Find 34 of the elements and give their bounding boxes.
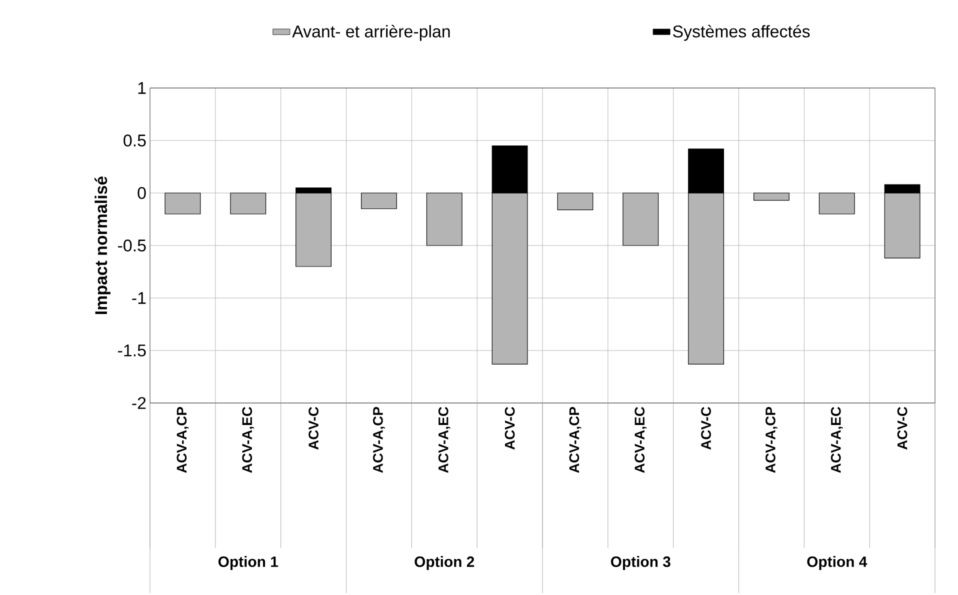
x-tick-label: ACV-A,CP bbox=[176, 407, 189, 473]
x-tick-label: ACV-C bbox=[897, 406, 908, 450]
x-tick-label: ACV-C bbox=[308, 406, 318, 450]
bar bbox=[361, 192, 397, 210]
text: Option 4 bbox=[807, 556, 868, 570]
bar bbox=[426, 192, 462, 246]
x-tick-label: ACV-A,CP bbox=[766, 407, 778, 473]
x-tick-label: ACV-A,CP bbox=[569, 407, 582, 473]
x-tick-label: ACV-C bbox=[701, 406, 711, 450]
x-tick-label: ACV-A,EC bbox=[830, 406, 843, 473]
text: Option 3 bbox=[610, 556, 670, 570]
bar bbox=[754, 192, 790, 201]
y-tick-label: 0.5 bbox=[124, 134, 146, 146]
x-tick-label: ACV-A,CP bbox=[373, 407, 385, 473]
legend-label: Avant- et arrière-plan bbox=[292, 24, 450, 41]
text: Option 1 bbox=[218, 556, 278, 570]
x-tick-label: ACV-A,EC bbox=[438, 406, 450, 473]
y-tick-label: -0.5 bbox=[118, 240, 146, 252]
y-tick-label: -2 bbox=[132, 397, 146, 409]
text: Option 2 bbox=[414, 556, 474, 570]
x-tick-label: ACV-A,EC bbox=[242, 406, 254, 473]
y-tick-label: 0 bbox=[138, 187, 146, 199]
bar bbox=[622, 192, 659, 246]
x-tick-label: ACV-A,EC bbox=[634, 406, 647, 473]
bar bbox=[230, 192, 266, 214]
bar bbox=[164, 192, 201, 214]
legend-label: Systèmes affectés bbox=[673, 24, 810, 41]
y-tick-label: -1.5 bbox=[118, 344, 146, 356]
y-axis-title: Impact normalisé bbox=[94, 176, 110, 314]
y-tick-label: 1 bbox=[138, 82, 146, 94]
bar bbox=[557, 192, 594, 210]
bar bbox=[818, 192, 855, 214]
y-tick-label: -1 bbox=[132, 292, 146, 304]
x-tick-label: ACV-C bbox=[504, 406, 515, 450]
